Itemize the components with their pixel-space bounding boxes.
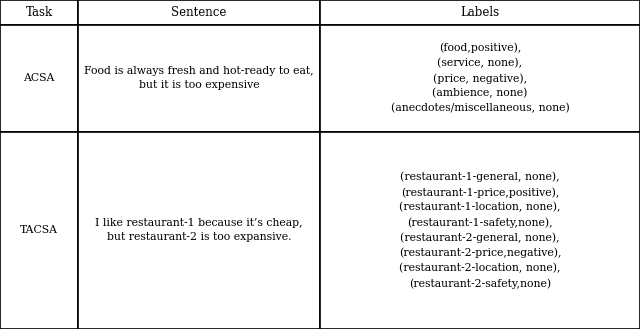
- Bar: [78, 25, 320, 132]
- Bar: [320, 0, 640, 25]
- Bar: [78, 132, 320, 329]
- Text: ACSA: ACSA: [23, 73, 55, 83]
- Text: Task: Task: [26, 6, 52, 19]
- Text: TACSA: TACSA: [20, 225, 58, 235]
- Text: I like restaurant-1 because it’s cheap,
but restaurant-2 is too expansive.: I like restaurant-1 because it’s cheap, …: [95, 218, 303, 242]
- Bar: [320, 132, 640, 329]
- Bar: [78, 0, 320, 25]
- Bar: [0, 132, 78, 329]
- Text: Labels: Labels: [460, 6, 500, 19]
- Text: (restaurant-1-general, none),
(restaurant-1-price,positive),
(restaurant-1-locat: (restaurant-1-general, none), (restauran…: [399, 172, 561, 289]
- Bar: [320, 25, 640, 132]
- Text: (food,positive),
(service, none),
(price, negative),
(ambience, none)
(anecdotes: (food,positive), (service, none), (price…: [390, 43, 570, 114]
- Text: Food is always fresh and hot-ready to eat,
but it is too expensive: Food is always fresh and hot-ready to ea…: [84, 66, 314, 90]
- Text: Sentence: Sentence: [172, 6, 227, 19]
- Bar: [0, 25, 78, 132]
- Bar: [0, 0, 78, 25]
